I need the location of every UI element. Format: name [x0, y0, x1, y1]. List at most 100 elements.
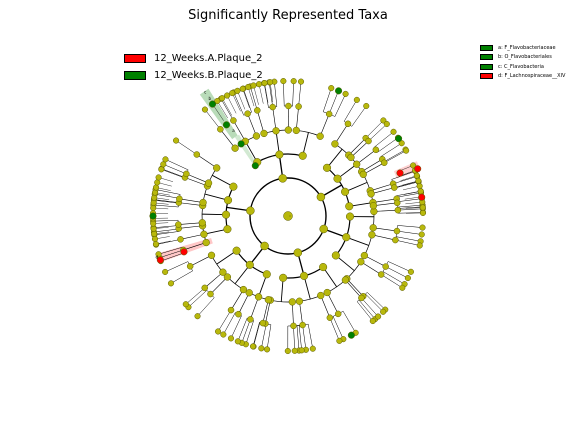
- tree-node-180: [221, 210, 231, 219]
- tree-branch: [345, 279, 362, 299]
- tree-node-8: [252, 132, 261, 140]
- tree-branch: [373, 131, 394, 148]
- tree-branch: [184, 177, 208, 187]
- tree-branch: [266, 324, 272, 350]
- tree-node-234: [224, 92, 231, 99]
- tree-branch: [265, 300, 271, 324]
- clade-d-label: d: F_Lachnospiraceae__XIV: [498, 73, 566, 80]
- tree-branch: [373, 227, 398, 232]
- tree-branch: [385, 266, 409, 279]
- tree-branch: [394, 181, 419, 189]
- tree-node-167: [223, 225, 232, 234]
- tree-node-67: [391, 184, 398, 191]
- tree-node-150: [245, 260, 254, 269]
- tree-branch: [230, 315, 242, 339]
- tree-branch: [388, 261, 412, 273]
- tree-node-141: [254, 293, 263, 301]
- tree-branch: [165, 159, 189, 171]
- tree-node-200: [158, 166, 165, 173]
- tree-node-151: [239, 285, 248, 294]
- tree-node-78: [345, 212, 355, 221]
- clade-legend-item-c: c: C_Flavobacteria: [480, 62, 565, 72]
- tree-node-165: [186, 263, 194, 270]
- tree-node-218: [152, 184, 160, 191]
- tree-node-52: [398, 140, 405, 147]
- tree-node-109: [375, 313, 382, 320]
- biomarker-node-green-3: [208, 100, 217, 108]
- tree-node-155: [194, 313, 201, 320]
- tree-node-232: [214, 97, 221, 105]
- tree-branch: [247, 86, 255, 107]
- tree-branch: [299, 301, 303, 326]
- tree-branch: [175, 140, 197, 155]
- tree-branch: [178, 202, 203, 206]
- tree-node-204: [213, 164, 221, 172]
- tree-branch: [397, 225, 423, 228]
- figure-title: Significantly Represented Taxa: [188, 8, 388, 23]
- tree-branch: [356, 149, 377, 165]
- tree-node-97: [331, 251, 340, 260]
- tree-node-84: [419, 224, 426, 231]
- tree-branch: [170, 270, 193, 284]
- tree-node-79: [369, 202, 378, 210]
- biomarker-node-green-0: [251, 162, 259, 170]
- tree-node-34: [316, 192, 326, 202]
- tree-node-149: [235, 310, 242, 318]
- tree-node-35: [322, 163, 332, 172]
- clade-marker-c: c: [204, 89, 206, 94]
- tree-branch: [238, 292, 250, 315]
- tree-branch: [247, 113, 257, 137]
- tree-node-93: [407, 268, 414, 275]
- tree-node-224: [415, 177, 422, 184]
- tree-node-190: [223, 196, 233, 205]
- tree-branch: [272, 107, 277, 131]
- tree-node-205: [173, 137, 180, 144]
- tree-branch: [350, 140, 369, 158]
- tree-node-191: [199, 198, 207, 207]
- tree-branch: [361, 159, 383, 172]
- tree-branch: [343, 99, 358, 122]
- tree-node-43: [333, 174, 342, 183]
- tree-branch: [381, 274, 403, 289]
- tree-branch: [342, 311, 356, 333]
- tree-branch: [397, 206, 423, 209]
- tree-node-127: [298, 347, 305, 354]
- tree-node-163: [167, 280, 175, 287]
- tree-node-39: [344, 120, 352, 128]
- tree-node-106: [319, 263, 328, 272]
- tree-branch: [372, 198, 397, 203]
- tree-branch: [178, 222, 203, 225]
- clade-highlights: [158, 88, 421, 263]
- tree-node-168: [202, 238, 210, 247]
- tree-node-2: [231, 144, 239, 152]
- tree-node-117: [317, 291, 325, 300]
- tree-node-202: [162, 156, 169, 163]
- tree-node-208: [151, 235, 159, 243]
- clade-b-swatch: [480, 54, 493, 61]
- tree-node-38: [363, 102, 370, 110]
- tree-node-12: [275, 150, 284, 159]
- tree-branch: [250, 296, 259, 320]
- tree-node-94: [404, 275, 411, 282]
- root-ring: [249, 177, 327, 255]
- tree-branch: [365, 293, 384, 312]
- tree-branch: [153, 199, 179, 204]
- tree-branch: [204, 271, 224, 289]
- tree-node-145: [247, 316, 254, 323]
- tree-node-154: [223, 273, 232, 281]
- tree-node-4: [217, 126, 224, 133]
- tree-node-135: [260, 241, 269, 251]
- tree-node-57: [403, 147, 410, 154]
- tree-node-87: [393, 227, 401, 235]
- tree-node-162: [207, 251, 216, 259]
- tree-node-118: [336, 337, 343, 344]
- clade-c-swatch: [480, 63, 493, 70]
- tree-node-225: [416, 183, 423, 190]
- tree-node-203: [183, 170, 190, 178]
- tree-node-238: [245, 83, 252, 91]
- tree-node-21: [284, 126, 292, 134]
- tree-node-110: [369, 317, 376, 325]
- tree-node-175: [177, 236, 184, 243]
- tree-branch: [307, 324, 314, 349]
- tree-branch: [292, 301, 294, 326]
